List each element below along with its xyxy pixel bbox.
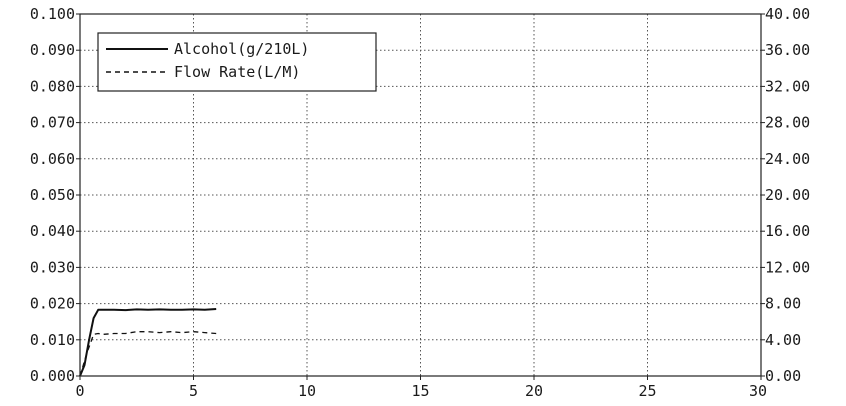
y-tick-label: 0.100: [30, 5, 75, 23]
y2-tick-label: 40.00: [765, 5, 810, 23]
y2-tick-label: 12.00: [765, 258, 810, 276]
y-tick-label: 0.020: [30, 295, 75, 313]
legend-box: [97, 32, 377, 92]
series-lines: [79, 308, 217, 377]
left-axis-ticks: 0.000 0.010 0.020 0.030 0.040 0.050 0.060 0.070…: [30, 5, 80, 385]
y2-tick-label: 0.00: [765, 367, 801, 385]
legend-label-alcohol: Alcohol(g/210L): [174, 40, 309, 58]
y-tick-label: 0.070: [30, 114, 75, 132]
y2-tick-label: 28.00: [765, 114, 810, 132]
y-tick-label: 0.000: [30, 367, 75, 385]
y-tick-label: 0.050: [30, 186, 75, 204]
y-tick-label: 0.090: [30, 41, 75, 59]
legend: Alcohol(g/210L) Flow Rate(L/M): [97, 32, 377, 92]
series-line-alcohol: [79, 308, 217, 377]
x-tick-label: 30: [749, 382, 767, 400]
y-tick-label: 0.010: [30, 331, 75, 349]
y2-tick-label: 20.00: [765, 186, 810, 204]
y2-tick-label: 8.00: [765, 295, 801, 313]
x-tick-label: 25: [638, 382, 656, 400]
y2-tick-label: 36.00: [765, 41, 810, 59]
y2-tick-label: 24.00: [765, 150, 810, 168]
x-axis-ticks: 0 5 10 15 20 25 30: [75, 376, 767, 400]
plot-frame: [79, 13, 762, 377]
y2-tick-label: 4.00: [765, 331, 801, 349]
y-tick-label: 0.060: [30, 150, 75, 168]
x-tick-label: 10: [298, 382, 316, 400]
y2-tick-label: 16.00: [765, 222, 810, 240]
y2-tick-label: 32.00: [765, 77, 810, 95]
x-tick-label: 0: [75, 382, 84, 400]
y-tick-label: 0.030: [30, 258, 75, 276]
right-axis-ticks: 0.00 4.00 8.00 12.00 16.00 20.00 24.00 28.00 32.…: [761, 5, 810, 385]
x-tick-label: 15: [411, 382, 429, 400]
series-line-flow-rate: [79, 331, 217, 377]
x-tick-label: 20: [525, 382, 543, 400]
y-tick-label: 0.080: [30, 77, 75, 95]
y-tick-label: 0.040: [30, 222, 75, 240]
x-tick-label: 5: [189, 382, 198, 400]
legend-label-flow-rate: Flow Rate(L/M): [174, 63, 300, 81]
